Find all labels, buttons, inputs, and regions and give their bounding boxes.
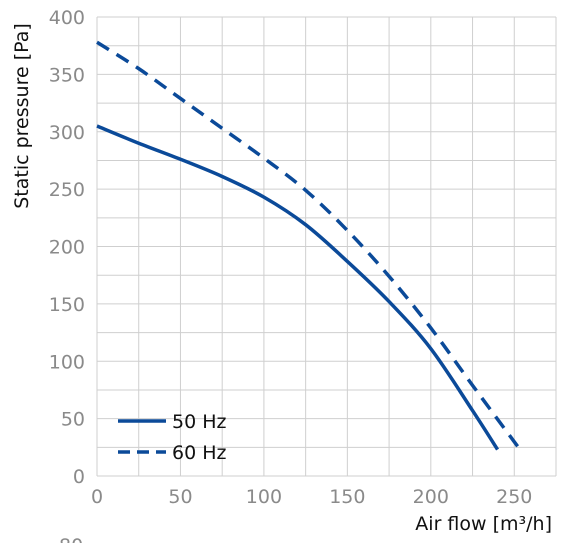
x-tick-labels: 0 50 100 150 200 250 [91,486,532,508]
y-axis-title: Static pressure [Pa] [11,23,33,209]
x-tick-label: 100 [246,486,282,508]
grid-lines [96,16,557,477]
y-tick-label: 250 [49,179,85,201]
legend-label-60hz: 60 Hz [172,442,227,464]
y-tick-label: 400 [49,7,85,29]
next-chart-cutoff-label: 80 [59,535,83,543]
x-tick-label: 250 [496,486,532,508]
y-tick-label: 0 [73,466,85,488]
x-tick-label: 200 [413,486,449,508]
y-tick-label: 50 [61,409,85,431]
y-tick-label: 150 [49,294,85,316]
series-lines [96,40,525,455]
legend: 50 Hz 60 Hz [118,411,227,464]
x-tick-label: 150 [329,486,365,508]
y-tick-label: 300 [49,122,85,144]
series-line-60-hz [96,40,525,455]
x-axis-title: Air flow [m³/h] [415,513,552,535]
series-line-50-hz [96,124,500,451]
y-tick-label: 350 [49,64,85,86]
y-tick-labels: 0 50 100 150 200 250 300 350 400 [49,7,85,488]
legend-label-50hz: 50 Hz [172,411,227,433]
x-tick-label: 50 [168,486,192,508]
y-tick-label: 100 [49,351,85,373]
y-tick-label: 200 [49,237,85,259]
x-tick-label: 0 [91,486,103,508]
